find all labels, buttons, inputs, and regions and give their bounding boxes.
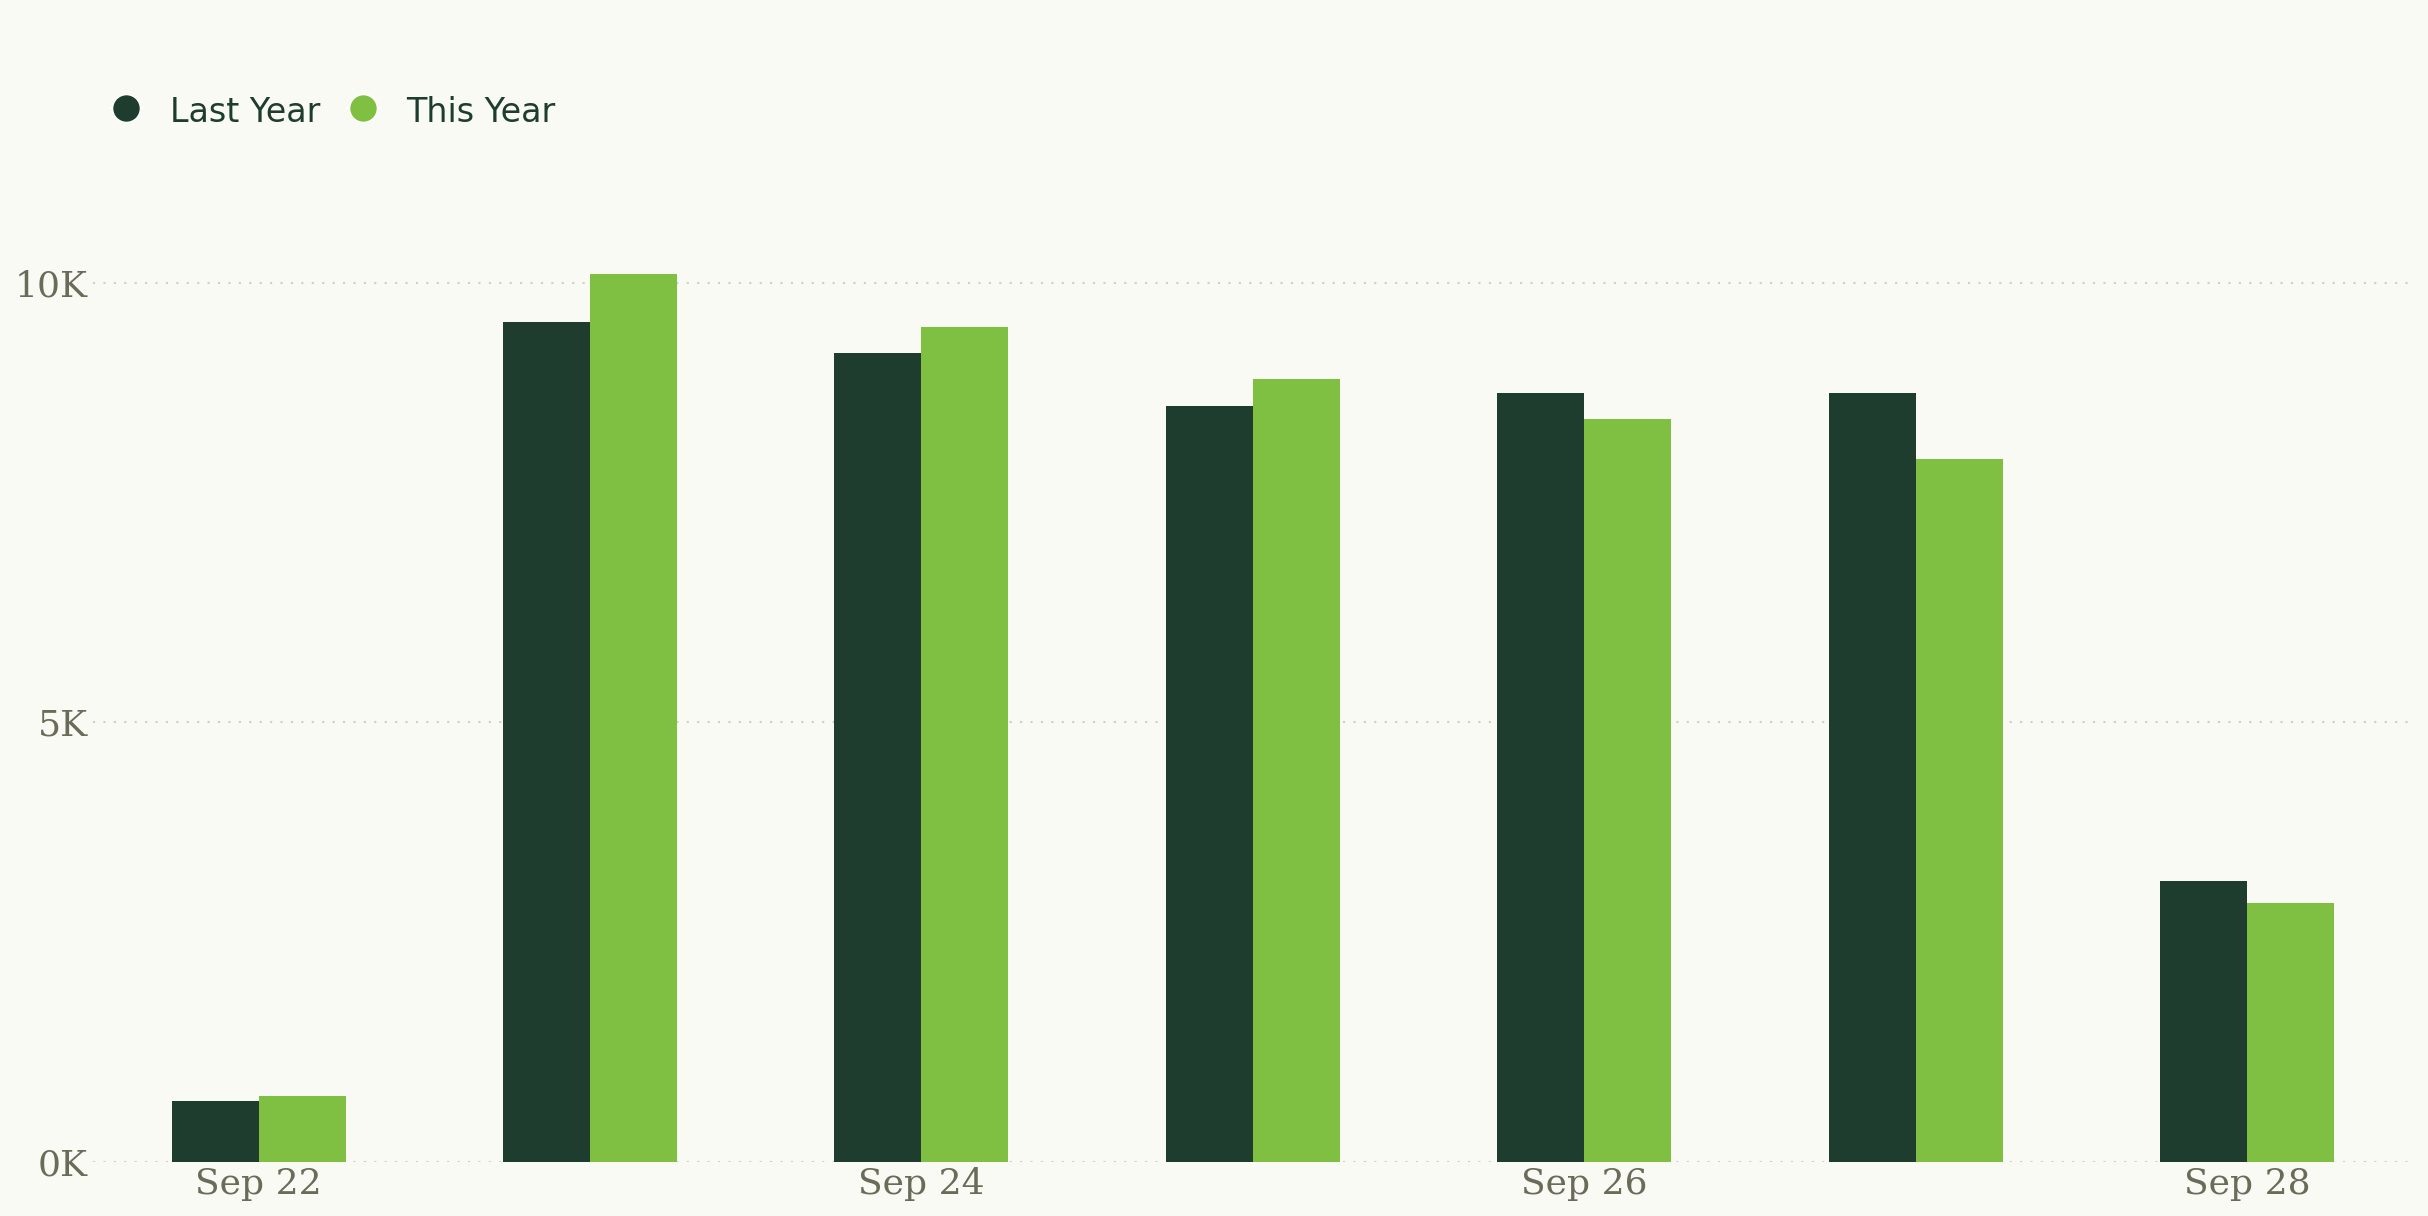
Bar bbox=[590, 274, 677, 1162]
Bar bbox=[1585, 420, 1670, 1162]
Bar bbox=[923, 327, 1008, 1162]
Bar bbox=[1253, 379, 1340, 1162]
Legend: Last Year, This Year: Last Year, This Year bbox=[109, 95, 556, 129]
Bar bbox=[1828, 393, 1916, 1162]
Bar bbox=[1916, 458, 2003, 1162]
Bar bbox=[2161, 880, 2248, 1162]
Bar bbox=[835, 353, 923, 1162]
Bar bbox=[260, 1096, 345, 1162]
Bar bbox=[1165, 406, 1253, 1162]
Bar bbox=[172, 1100, 260, 1162]
Bar bbox=[1498, 393, 1585, 1162]
Bar bbox=[2248, 902, 2333, 1162]
Bar bbox=[503, 322, 590, 1162]
